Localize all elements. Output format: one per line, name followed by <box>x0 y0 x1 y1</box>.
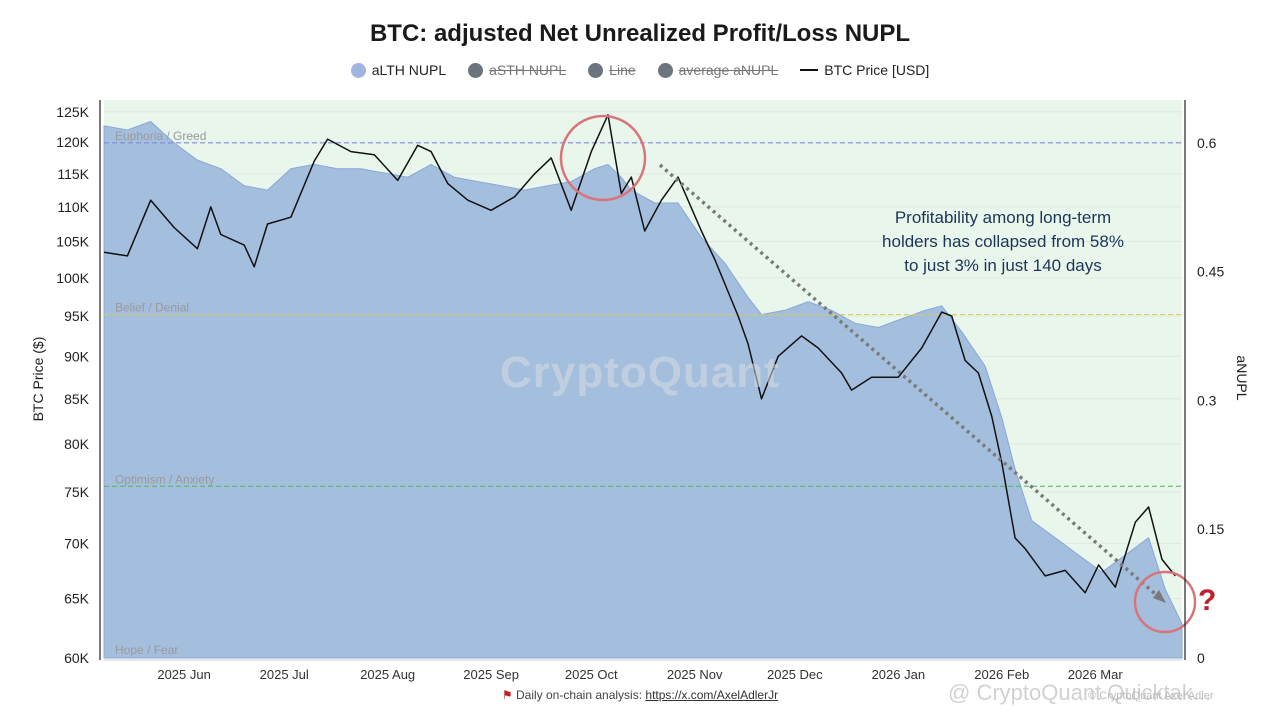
peak-highlight-circle <box>559 114 647 202</box>
y-tick-label: 70K <box>64 535 90 551</box>
x-tick-label: 2025 Aug <box>360 667 415 682</box>
legend-label: BTC Price [USD] <box>824 62 930 78</box>
question-mark-icon: ? <box>1198 584 1217 617</box>
y-tick-label: 95K <box>64 308 90 324</box>
legend-item-alth-nupl[interactable]: aLTH NUPL <box>350 62 447 78</box>
chart-legend: aLTH NUPL aSTH NUPL Line average aNUPL B… <box>0 62 1280 78</box>
bottom-highlight-circle <box>1133 570 1197 634</box>
legend-label: average aNUPL <box>678 62 779 78</box>
zone-label: Belief / Denial <box>115 301 189 315</box>
y-tick-label: 85K <box>64 391 90 407</box>
legend-line-btc-icon <box>800 69 819 71</box>
x-tick-label: 2025 Jul <box>260 667 309 682</box>
zone-label: Hope / Fear <box>115 643 178 657</box>
x-tick-label: 2025 Nov <box>667 667 723 682</box>
footer: ⚑ Daily on-chain analysis: https://x.com… <box>0 688 1280 702</box>
zone-label: Euphoria / Greed <box>115 129 206 143</box>
legend-item-line[interactable]: Line <box>588 62 636 78</box>
y2-tick-label: 0.45 <box>1197 264 1224 280</box>
watermark-corner: @ CryptoQuant Quicktak... <box>948 680 1212 705</box>
legend-item-btc-price[interactable]: BTC Price [USD] <box>800 62 929 78</box>
watermark-small: © CryptoQuant Axel Adler <box>1088 690 1214 702</box>
chart-title: BTC: adjusted Net Unrealized Profit/Loss… <box>369 20 911 47</box>
x-tick-label: 2026 Feb <box>974 667 1029 682</box>
legend-swatch-asth-icon <box>468 62 484 78</box>
trend-line <box>658 163 1162 600</box>
x-tick-label: 2025 Dec <box>767 667 823 682</box>
y2-tick-label: 0.6 <box>1197 135 1217 151</box>
x-tick-label: 2026 Jan <box>872 667 926 682</box>
y-tick-label: 120K <box>56 134 89 150</box>
annotation-line-1: Profitability among long-term <box>894 208 1112 227</box>
btc-price-line <box>103 114 1176 594</box>
flag-icon: ⚑ <box>501 688 513 702</box>
y-tick-label: 110K <box>57 199 89 215</box>
footer-link[interactable]: https://x.com/AxelAdlerJr <box>645 688 779 702</box>
y-tick-label: 60K <box>64 650 90 666</box>
trend-arrow-icon <box>1153 590 1166 603</box>
y-tick-label: 75K <box>64 484 90 500</box>
x-tick-label: 2025 Jun <box>157 667 211 682</box>
legend-label: Line <box>609 62 636 78</box>
legend-swatch-line-icon <box>588 62 604 78</box>
y-tick-label: 80K <box>64 436 90 452</box>
legend-swatch-alth-icon <box>350 62 366 78</box>
y-axis-title: BTC Price ($) <box>30 337 46 422</box>
legend-item-average-anupl[interactable]: average aNUPL <box>657 62 779 78</box>
y-tick-label: 105K <box>56 234 89 250</box>
annotation-line-2: holders has collapsed from 58% <box>882 232 1124 251</box>
y-tick-label: 90K <box>64 348 90 364</box>
y-tick-label: 100K <box>56 270 89 286</box>
y-tick-label: 125K <box>56 104 89 120</box>
y2-tick-label: 0.3 <box>1197 392 1217 408</box>
watermark-center: CryptoQuant <box>500 348 780 397</box>
alth-nupl-area <box>103 120 1183 659</box>
y-tick-label: 115K <box>57 166 89 182</box>
x-tick-label: 2025 Oct <box>565 667 618 682</box>
chart-annotation: Profitability among long-term holders ha… <box>848 206 1158 278</box>
legend-label: aSTH NUPL <box>489 62 567 78</box>
y2-axis-title: aNUPL <box>1234 355 1250 400</box>
legend-item-asth-nupl[interactable]: aSTH NUPL <box>468 62 566 78</box>
legend-swatch-average-icon <box>657 62 673 78</box>
y2-tick-label: 0 <box>1197 650 1205 666</box>
y-tick-label: 65K <box>64 590 90 606</box>
zone-label: Optimism / Anxiety <box>115 472 214 486</box>
footer-text: Daily on-chain analysis: <box>515 688 646 702</box>
x-tick-label: 2026 Mar <box>1068 667 1124 682</box>
y2-tick-label: 0.15 <box>1197 521 1224 537</box>
legend-label: aLTH NUPL <box>371 62 447 78</box>
annotation-line-3: to just 3% in just 140 days <box>904 256 1102 275</box>
x-tick-label: 2025 Sep <box>463 667 519 682</box>
